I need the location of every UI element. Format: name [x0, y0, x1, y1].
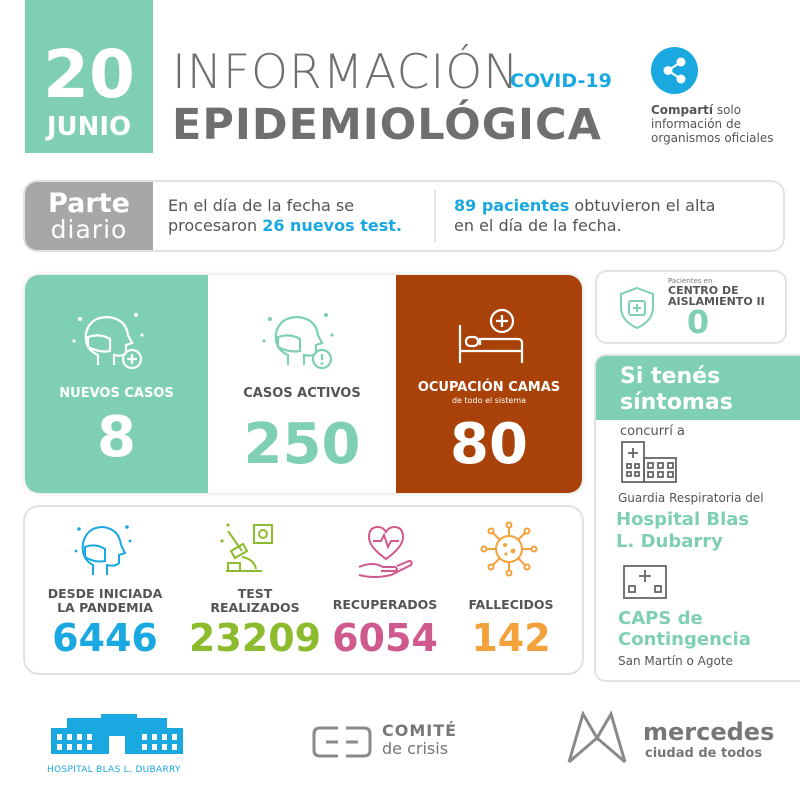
share-bold: Compartí: [651, 103, 714, 117]
share-note: Compartí solo información de organismos …: [651, 103, 791, 145]
caps-line1: CAPS de: [618, 608, 703, 629]
parte-left-line2: procesaron: [168, 216, 263, 235]
aislamiento-small: Pacientes en: [668, 277, 713, 285]
title-epidemiologica: EPIDEMIOLÓGICA: [172, 100, 602, 150]
microscope-icon: [220, 523, 273, 572]
shield-plus-icon: [620, 286, 654, 330]
parte-right-line2: en el día de la fecha.: [454, 216, 622, 235]
test-value: 23209: [188, 616, 322, 660]
mercedes-mark-icon: [567, 710, 627, 764]
comite-subtitle: de crisis: [382, 739, 449, 758]
sintomas-header: Si tenés síntomas: [596, 356, 800, 420]
panel-nuevos-casos: NUEVOS CASOS 8: [25, 275, 208, 493]
mercedes-subtitle: ciudad de todos: [645, 746, 763, 761]
aislamiento-title2: AISLAMIENTO II: [668, 295, 765, 308]
sintomas-concurri: concurrí a: [620, 424, 685, 439]
parte-right-text: 89 pacientes obtuvieron el alta en el dí…: [454, 196, 715, 236]
fallecidos-label: FALLECIDOS: [468, 597, 554, 612]
casos-activos-label: CASOS ACTIVOS: [243, 386, 361, 401]
share-rest2: información de: [651, 117, 741, 131]
panel-ocupacion-camas: OCUPACIÓN CAMAS de todo el sistema 80: [396, 275, 582, 493]
virus-face-alert-icon: [262, 313, 334, 370]
title-covid-tag: COVID-19: [510, 70, 612, 92]
parte-left-text: En el día de la fecha se procesaron 26 n…: [168, 196, 402, 236]
date-month: JUNIO: [46, 112, 132, 142]
share-rest3: organismos oficiales: [651, 131, 774, 145]
totals-card: DESDE INICIADA LA PANDEMIA 6446 TEST REA…: [25, 507, 582, 673]
share-icon[interactable]: [651, 47, 698, 94]
parte-diario-bar: Parte diario En el día de la fecha se pr…: [25, 182, 783, 250]
nuevos-casos-value: 8: [97, 405, 136, 470]
hospital-building-logo-icon: [51, 714, 183, 754]
ocupacion-camas-sublabel: de todo el sistema: [451, 396, 527, 405]
parte-left-line1: En el día de la fecha se: [168, 196, 355, 215]
recuperados-value: 6054: [332, 616, 438, 660]
parte-right-post: obtuvieron el alta: [569, 196, 716, 215]
guardia-label: Guardia Respiratoria del: [618, 491, 764, 505]
date-day: 20: [43, 36, 135, 113]
main-stats-card: NUEVOS CASOS 8 CASOS ACTIVOS 250: [25, 275, 582, 493]
virus-face-icon: [74, 525, 132, 575]
comite-title: COMITÉ: [382, 721, 458, 740]
pandemia-label1: DESDE INICIADA: [47, 586, 163, 601]
title-informacion: INFORMACIÓN: [172, 45, 520, 100]
panel-casos-activos: CASOS ACTIVOS 250: [208, 275, 396, 493]
aislamiento-value: 0: [686, 303, 710, 341]
sintomas-title2: síntomas: [620, 390, 733, 415]
hospital-name-line2: L. Dubarry: [616, 531, 723, 552]
hospital-logo-text: HOSPITAL BLAS L. DUBARRY: [47, 765, 181, 775]
aislamiento-card: Pacientes en CENTRO DE AISLAMIENTO II 0: [597, 272, 785, 342]
comite-mark-icon: [312, 726, 372, 758]
nuevos-casos-label: NUEVOS CASOS: [59, 386, 174, 401]
date-box: 20 JUNIO: [25, 0, 153, 153]
sintomas-title1: Si tenés: [620, 364, 721, 389]
caps-line2: Contingencia: [618, 629, 751, 650]
virus-icon: [480, 521, 538, 577]
recuperados-label: RECUPERADOS: [332, 597, 438, 612]
parte-right-highlight: 89 pacientes: [454, 196, 570, 215]
parte-label-box: [25, 182, 153, 250]
parte-left-highlight: 26 nuevos test.: [262, 216, 402, 235]
ocupacion-camas-value: 80: [450, 412, 528, 477]
mercedes-title: mercedes: [643, 718, 775, 746]
parte-divider: [434, 190, 436, 242]
hospital-building-icon: [621, 441, 677, 483]
aislamiento-title1: CENTRO DE: [668, 284, 739, 297]
ocupacion-camas-label: OCUPACIÓN CAMAS: [417, 380, 561, 395]
diario-label: diario: [50, 215, 128, 244]
hospital-name-line1: Hospital Blas: [616, 509, 750, 530]
test-label2: REALIZADOS: [210, 600, 300, 615]
fallecidos-value: 142: [471, 616, 551, 660]
pandemia-value: 6446: [52, 616, 158, 660]
hospital-bed-icon: [458, 308, 524, 363]
heart-hand-icon: [358, 525, 413, 578]
parte-label: Parte: [48, 188, 130, 219]
caps-direccion: San Martín o Agote: [618, 654, 733, 668]
test-label1: TEST: [237, 586, 273, 601]
caps-building-icon: [623, 565, 667, 599]
pandemia-label2: LA PANDEMIA: [57, 600, 153, 615]
sintomas-card: Si tenés síntomas concurrí a Guardia Res…: [596, 356, 800, 680]
virus-face-plus-icon: [72, 313, 144, 370]
casos-activos-value: 250: [243, 412, 361, 477]
share-rest1: solo: [713, 103, 742, 117]
hospital-logo: HOSPITAL BLAS L. DUBARRY: [47, 712, 187, 776]
